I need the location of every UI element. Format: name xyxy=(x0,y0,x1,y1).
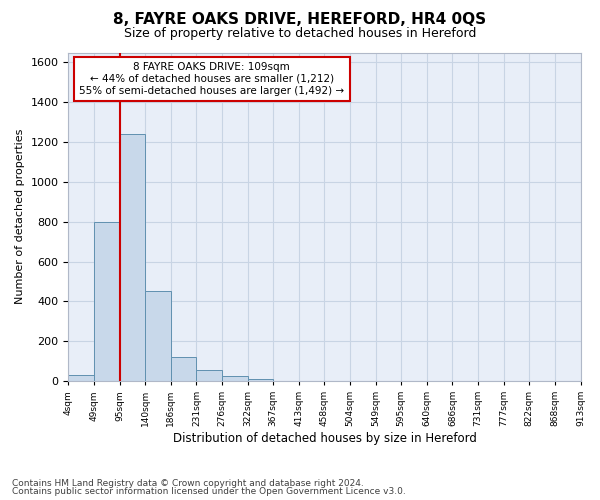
Bar xyxy=(119,134,145,381)
Text: Size of property relative to detached houses in Hereford: Size of property relative to detached ho… xyxy=(124,28,476,40)
Bar xyxy=(68,375,94,381)
X-axis label: Distribution of detached houses by size in Hereford: Distribution of detached houses by size … xyxy=(173,432,476,445)
Text: Contains HM Land Registry data © Crown copyright and database right 2024.: Contains HM Land Registry data © Crown c… xyxy=(12,478,364,488)
Bar xyxy=(171,357,196,381)
Bar xyxy=(94,222,119,381)
Bar xyxy=(145,292,171,381)
Text: 8, FAYRE OAKS DRIVE, HEREFORD, HR4 0QS: 8, FAYRE OAKS DRIVE, HEREFORD, HR4 0QS xyxy=(113,12,487,28)
Bar xyxy=(196,370,222,381)
Y-axis label: Number of detached properties: Number of detached properties xyxy=(15,129,25,304)
Bar xyxy=(248,379,273,381)
Text: 8 FAYRE OAKS DRIVE: 109sqm
← 44% of detached houses are smaller (1,212)
55% of s: 8 FAYRE OAKS DRIVE: 109sqm ← 44% of deta… xyxy=(79,62,344,96)
Bar xyxy=(222,376,248,381)
Text: Contains public sector information licensed under the Open Government Licence v3: Contains public sector information licen… xyxy=(12,487,406,496)
